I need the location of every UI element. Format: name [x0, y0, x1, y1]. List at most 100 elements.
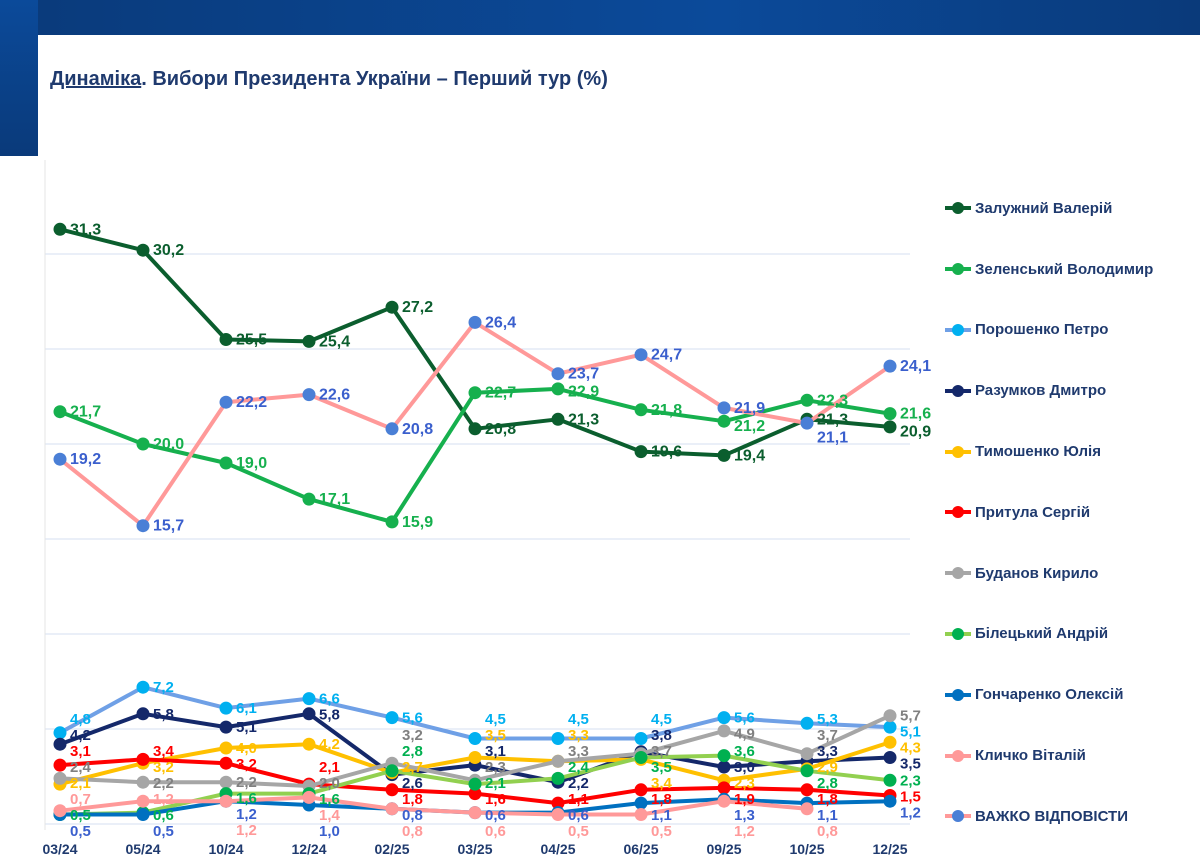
legend-marker: [952, 567, 964, 580]
data-label: 1,2: [900, 804, 921, 821]
data-point: [717, 760, 731, 774]
data-point: [551, 367, 565, 381]
data-label: 2,1: [485, 775, 506, 792]
data-label: 21,2: [734, 418, 765, 435]
data-point: [53, 758, 67, 772]
data-point: [136, 680, 150, 694]
data-label: 4,2: [70, 727, 91, 744]
data-label: 1,8: [402, 791, 423, 808]
data-label: 1,1: [568, 791, 589, 808]
data-point: [468, 315, 482, 329]
data-point: [468, 732, 482, 745]
x-tick-label: 06/25: [623, 841, 658, 857]
data-label: 25,4: [319, 333, 350, 350]
data-point: [53, 405, 67, 419]
data-point: [800, 416, 814, 430]
data-point: [717, 448, 731, 462]
data-label: 0,5: [153, 823, 174, 840]
data-point: [219, 741, 233, 755]
data-label: 22,7: [485, 385, 516, 402]
data-label: 2,2: [153, 775, 174, 792]
data-label: 30,2: [153, 242, 184, 259]
data-point: [800, 783, 814, 797]
data-label: 22,2: [236, 394, 267, 411]
data-point: [53, 452, 67, 466]
data-point: [800, 764, 814, 778]
data-label: 0,5: [651, 823, 672, 840]
data-label: 3,5: [651, 759, 672, 776]
data-label: 4,9: [734, 726, 755, 743]
legend-marker: [952, 445, 964, 458]
data-label: 3,3: [568, 727, 589, 744]
data-point: [551, 808, 565, 821]
data-label: 2,4: [568, 759, 590, 776]
legend-item: Тимошенко Юлія: [945, 421, 1153, 482]
data-point: [883, 359, 897, 373]
data-label: 3,5: [900, 756, 921, 773]
data-point: [468, 777, 482, 791]
legend-swatch: [945, 810, 971, 823]
data-label: 1,8: [651, 791, 672, 808]
data-point: [53, 737, 67, 751]
data-point: [883, 735, 897, 749]
data-point: [219, 794, 233, 808]
data-label: 3,0: [734, 759, 755, 776]
x-tick-label: 12/25: [872, 841, 907, 857]
legend-label: Разумков Дмитро: [975, 382, 1107, 400]
legend-swatch: [945, 627, 971, 640]
data-point: [219, 701, 233, 715]
data-point: [634, 403, 648, 417]
data-point: [219, 456, 233, 470]
series-line: [59, 227, 891, 458]
data-label: 0,7: [70, 791, 91, 808]
data-point: [468, 787, 482, 801]
data-label: 2,1: [319, 759, 340, 776]
data-point: [53, 804, 67, 818]
data-label: 22,9: [568, 384, 599, 401]
data-label: 19,6: [651, 444, 682, 461]
data-point: [302, 790, 316, 804]
data-point: [717, 749, 731, 763]
data-point: [717, 794, 731, 808]
data-label: 3,4: [651, 775, 673, 792]
series-line: [59, 386, 891, 524]
legend-item: Залужний Валерій: [945, 178, 1153, 239]
data-label: 6,6: [319, 691, 340, 708]
data-label: 2,8: [402, 743, 423, 760]
data-label: 2,8: [817, 775, 838, 792]
data-label: 17,1: [319, 491, 350, 508]
data-label: 0,8: [817, 823, 838, 840]
legend-item: Гончаренко Олексій: [945, 664, 1153, 725]
legend-marker: [952, 688, 964, 701]
data-point: [302, 692, 316, 706]
data-label: 20,8: [485, 421, 516, 438]
legend-label: Порошенко Петро: [975, 321, 1109, 339]
data-label: 0,8: [402, 807, 423, 824]
legend-marker: [952, 506, 964, 519]
chart-title: Динаміка. Вибори Президента України – Пе…: [50, 68, 608, 91]
data-label: 0,6: [568, 807, 589, 824]
data-label: 24,7: [651, 347, 682, 364]
data-label: 3,6: [734, 743, 755, 760]
data-point: [883, 720, 897, 734]
legend-swatch: [945, 445, 971, 458]
data-label: 26,4: [485, 314, 516, 331]
data-label: 22,6: [319, 387, 350, 404]
legend-item: Кличко Віталій: [945, 725, 1153, 786]
data-label: 1,2: [236, 806, 257, 823]
data-label: 5,6: [402, 710, 423, 727]
data-label: 0,6: [153, 807, 174, 824]
data-label: 19,0: [236, 455, 267, 472]
data-label: 3,4: [153, 743, 175, 760]
data-point: [717, 414, 731, 428]
data-point: [219, 756, 233, 770]
data-label: 21,9: [734, 400, 765, 417]
data-point: [468, 386, 482, 400]
data-label: 5,8: [153, 706, 174, 723]
data-label: 1,4: [319, 807, 341, 824]
data-label: 21,3: [817, 411, 848, 428]
data-point: [219, 720, 233, 734]
legend-marker: [952, 202, 964, 215]
data-label: 1,3: [734, 807, 755, 824]
